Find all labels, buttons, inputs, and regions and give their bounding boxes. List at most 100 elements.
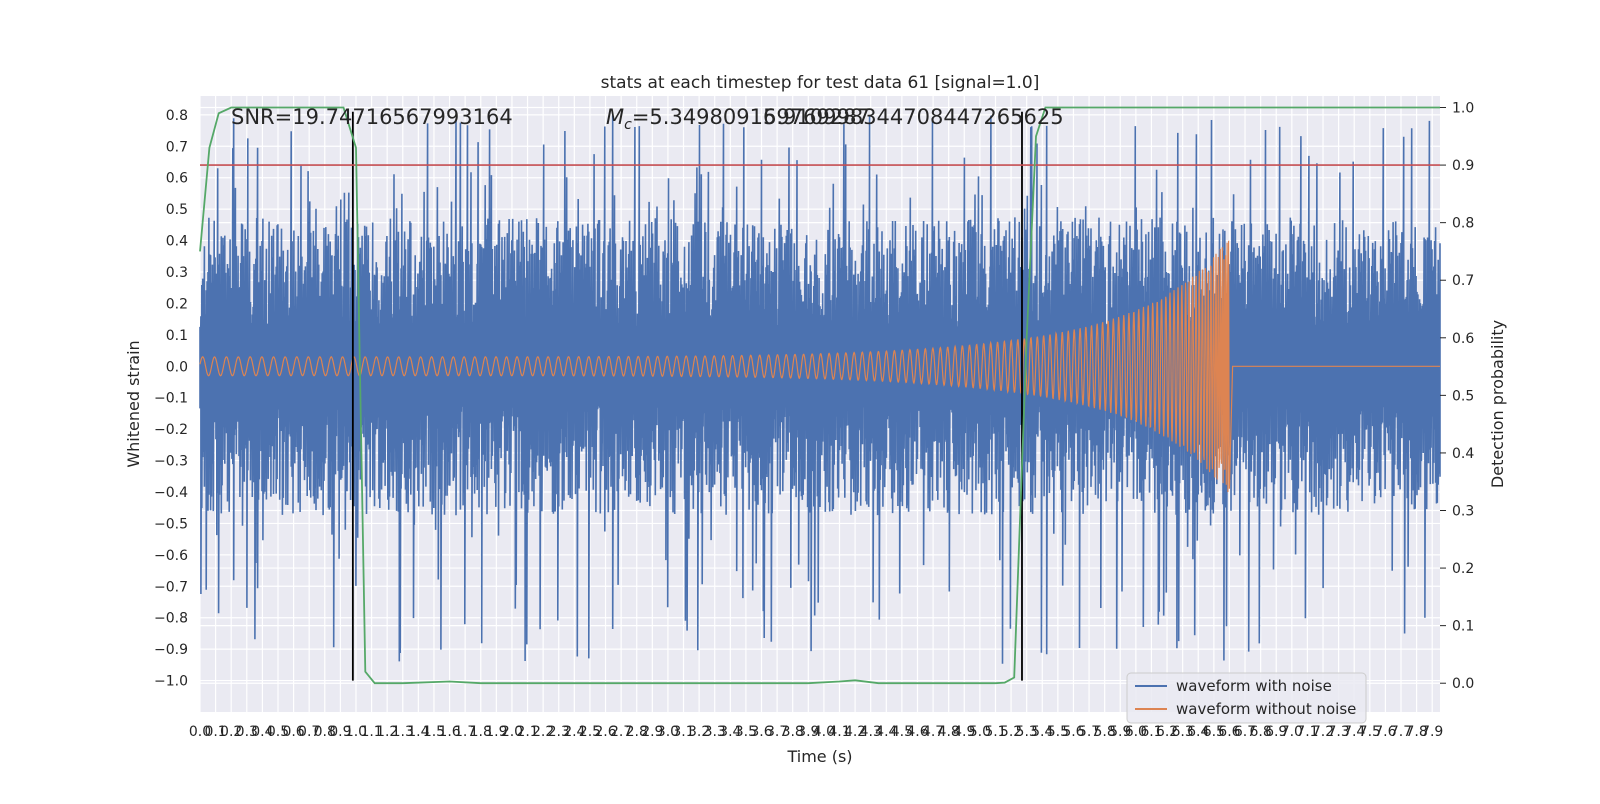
series-detection-probability	[199, 106, 1440, 685]
x-tick-label: 0.4	[251, 724, 273, 740]
y-tick-label: −0.4	[154, 485, 188, 501]
right-y-tick-label: 0.7	[1452, 273, 1474, 289]
x-tick-label: 7.7	[1390, 724, 1412, 740]
x-tick-label: 7.0	[1281, 724, 1303, 740]
x-tick-label: 4.4	[875, 724, 897, 740]
y-tick-label: −0.5	[154, 516, 188, 532]
x-tick-label: 0.5	[267, 724, 289, 740]
right-y-tick-label: 0.0	[1452, 676, 1474, 692]
x-tick-label: 1.9	[485, 724, 507, 740]
x-tick-label: 7.2	[1312, 724, 1334, 740]
y-tick-label: 0.6	[166, 171, 188, 187]
right-y-tick-label: 0.9	[1452, 158, 1474, 174]
x-tick-label: 4.8	[938, 724, 960, 740]
overlapping-annotation: 5.910998344708447265625	[763, 105, 1064, 129]
x-tick-label: 0.2	[220, 724, 242, 740]
x-tick-label: 5.9	[1109, 724, 1131, 740]
y-tick-label: −0.2	[154, 422, 188, 438]
x-tick-label: 0.8	[314, 724, 336, 740]
x-tick-label: 5.1	[984, 724, 1006, 740]
x-tick-label: 5.3	[1016, 724, 1038, 740]
chirp-mass-subscript: c	[624, 117, 632, 133]
x-tick-label: 4.6	[906, 724, 928, 740]
x-tick-label: 6.7	[1234, 724, 1256, 740]
x-tick-labels: 0.00.10.20.30.40.50.60.70.80.91.01.11.21…	[189, 724, 1443, 740]
x-tick-label: 7.1	[1296, 724, 1318, 740]
x-tick-label: 2.8	[626, 724, 648, 740]
x-tick-label: 0.1	[204, 724, 226, 740]
x-tick-label: 7.3	[1327, 724, 1349, 740]
x-tick-label: 2.4	[563, 724, 585, 740]
right-y-tick-label: 0.8	[1452, 216, 1474, 232]
x-tick-label: 2.7	[610, 724, 632, 740]
y-tick-label: 0.7	[166, 139, 188, 155]
right-y-tick-label: 0.1	[1452, 619, 1474, 635]
x-tick-label: 7.8	[1405, 724, 1427, 740]
right-y-tick-label: 0.4	[1452, 446, 1474, 462]
x-tick-label: 7.6	[1374, 724, 1396, 740]
x-tick-label: 6.6	[1218, 724, 1240, 740]
y-tick-label: −1.0	[154, 674, 188, 690]
y-tick-label: 0.3	[166, 265, 188, 281]
x-tick-label: 3.0	[657, 724, 679, 740]
x-tick-label: 1.1	[360, 724, 382, 740]
y-tick-label: −0.7	[154, 579, 188, 595]
x-tick-label: 7.9	[1421, 724, 1443, 740]
x-tick-label: 3.8	[782, 724, 804, 740]
y-tick-label: 0.4	[166, 234, 188, 250]
x-tick-label: 1.8	[470, 724, 492, 740]
right-y-tick-label: 0.2	[1452, 561, 1474, 577]
x-tick-label: 2.5	[579, 724, 601, 740]
y-tick-label: 0.1	[166, 328, 188, 344]
x-tick-label: 6.8	[1249, 724, 1271, 740]
x-tick-label: 1.7	[454, 724, 476, 740]
y-tick-label: 0.2	[166, 296, 188, 312]
right-y-tick-label: 0.6	[1452, 331, 1474, 347]
x-tick-label: 1.0	[345, 724, 367, 740]
x-tick-label: 3.5	[735, 724, 757, 740]
x-tick-label: 2.1	[516, 724, 538, 740]
snr-annotation: SNR=19.74716567993164	[231, 105, 513, 129]
x-tick-label: 4.9	[953, 724, 975, 740]
x-tick-label: 5.2	[1000, 724, 1022, 740]
x-tick-label: 4.2	[844, 724, 866, 740]
chirp-mass-value: =5.349809169769287	[632, 105, 870, 129]
x-tick-label: 5.8	[1094, 724, 1116, 740]
x-tick-label: 1.4	[407, 724, 429, 740]
chirp-mass-annotation: Mc=5.349809169769287	[606, 105, 870, 133]
right-y-tick-label: 0.5	[1452, 388, 1474, 404]
x-tick-label: 1.2	[376, 724, 398, 740]
right-y-tick-label: 1.0	[1452, 101, 1474, 117]
legend: waveform with noise waveform without noi…	[1126, 672, 1367, 724]
x-tick-label: 3.7	[766, 724, 788, 740]
y-tick-label: −0.9	[154, 642, 188, 658]
y-axis-label: Whitened strain	[124, 340, 143, 467]
x-tick-label: 3.1	[672, 724, 694, 740]
x-tick-label: 5.6	[1062, 724, 1084, 740]
y-tick-label: −0.1	[154, 391, 188, 407]
y-tick-label: 0.8	[166, 108, 188, 124]
x-tick-label: 5.4	[1031, 724, 1053, 740]
x-tick-label: 5.7	[1078, 724, 1100, 740]
x-tick-label: 2.0	[501, 724, 523, 740]
x-tick-label: 2.2	[532, 724, 554, 740]
series-waveform-without-noise	[199, 240, 1440, 493]
x-tick-label: 4.0	[813, 724, 835, 740]
x-tick-label: 0.3	[236, 724, 258, 740]
x-tick-label: 3.3	[704, 724, 726, 740]
chart-title: stats at each timestep for test data 61 …	[601, 73, 1040, 93]
right-y-tick-label: 0.3	[1452, 504, 1474, 520]
x-tick-label: 6.3	[1172, 724, 1194, 740]
x-tick-label: 2.9	[641, 724, 663, 740]
x-tick-label: 3.6	[750, 724, 772, 740]
x-tick-label: 2.3	[548, 724, 570, 740]
chirp-mass-symbol: M	[606, 105, 624, 129]
x-tick-label: 0.6	[282, 724, 304, 740]
x-tick-label: 5.5	[1047, 724, 1069, 740]
right-y-axis-label: Detection probability	[1488, 320, 1507, 488]
x-tick-label: 4.1	[828, 724, 850, 740]
y-tick-label: 0.0	[166, 359, 188, 375]
x-tick-label: 0.9	[329, 724, 351, 740]
